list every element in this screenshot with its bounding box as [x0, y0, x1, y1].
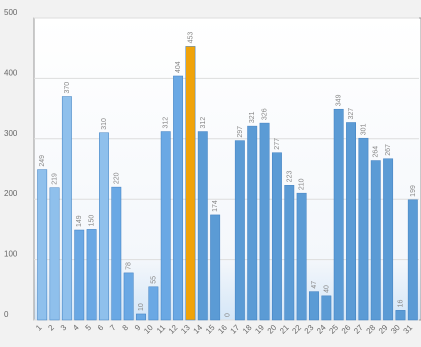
bar [173, 75, 184, 321]
value-label: 321 [249, 111, 256, 123]
value-label: 10 [138, 303, 145, 311]
y-tick-label: 100 [4, 250, 18, 259]
bar [210, 214, 221, 321]
value-label: 55 [150, 276, 157, 284]
bar [383, 158, 394, 321]
bar [247, 125, 258, 321]
value-label: 220 [113, 172, 120, 184]
value-label: 312 [200, 117, 207, 129]
bar [148, 286, 159, 321]
value-label: 223 [286, 171, 293, 183]
value-label: 349 [336, 94, 343, 106]
bar [395, 310, 406, 321]
x-tick-label: 4 [71, 323, 81, 333]
value-label: 150 [89, 215, 96, 227]
x-tick-label: 1 [34, 323, 44, 333]
value-label: 199 [410, 185, 417, 197]
value-label: 174 [212, 200, 219, 212]
bar [197, 131, 208, 321]
x-tick-label: 2 [46, 323, 56, 333]
bar [358, 137, 369, 321]
value-label: 267 [385, 144, 392, 156]
value-label: 249 [39, 155, 46, 167]
plot-area [33, 17, 421, 321]
value-label: 219 [52, 173, 59, 185]
bar [136, 313, 146, 321]
x-tick-label: 3 [59, 323, 69, 333]
value-label: 40 [323, 285, 330, 293]
bar [407, 199, 418, 321]
bar [111, 186, 122, 321]
value-label: 78 [126, 262, 133, 270]
bar [234, 140, 245, 321]
value-label: 312 [163, 117, 170, 129]
bar [271, 152, 282, 321]
bar [321, 295, 332, 321]
x-tick-label: 6 [96, 323, 106, 333]
value-label: 301 [360, 123, 367, 135]
value-label: 277 [274, 138, 281, 150]
bar [86, 229, 97, 321]
value-label: 47 [311, 281, 318, 289]
y-tick-label: 300 [4, 129, 18, 138]
x-tick-label: 9 [133, 323, 143, 333]
bar [99, 132, 109, 321]
value-label: 310 [101, 118, 108, 130]
value-label: 264 [373, 146, 380, 158]
value-label: 453 [187, 32, 194, 44]
value-label: 16 [397, 299, 404, 307]
y-tick-label: 200 [4, 189, 18, 198]
bar [37, 169, 48, 321]
bar [61, 96, 72, 321]
y-tick-label: 400 [4, 68, 18, 77]
bar [309, 291, 319, 321]
bar [284, 185, 295, 321]
bar [49, 187, 60, 321]
bar [123, 272, 134, 321]
value-label: 0 [225, 313, 232, 317]
bar [74, 229, 85, 321]
y-tick-label: 500 [4, 8, 18, 17]
value-label: 404 [175, 61, 182, 73]
bar [185, 46, 196, 321]
y-tick-label: 0 [4, 310, 9, 319]
bar [333, 108, 344, 321]
x-tick-label: 5 [83, 323, 93, 333]
bar [296, 192, 307, 321]
value-label: 297 [237, 126, 244, 138]
value-label: 210 [299, 178, 306, 190]
x-tick-label: 7 [108, 323, 118, 333]
value-label: 149 [76, 215, 83, 227]
value-label: 327 [348, 108, 355, 120]
value-label: 326 [262, 108, 269, 120]
bar [346, 122, 356, 321]
bar [370, 160, 381, 321]
bar [160, 131, 171, 321]
value-label: 370 [64, 82, 71, 94]
x-tick-label: 8 [121, 323, 131, 333]
bar [259, 122, 270, 321]
